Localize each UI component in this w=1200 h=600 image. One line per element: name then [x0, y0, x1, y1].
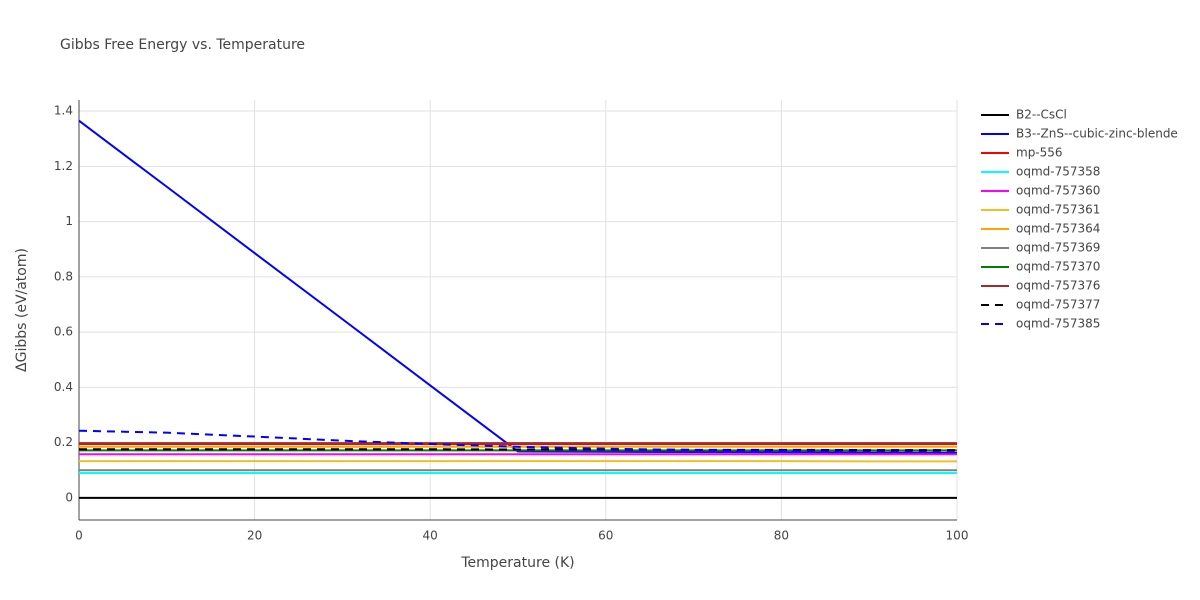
y-tick-label: 1.2 — [54, 159, 73, 173]
legend-label: oqmd-757385 — [1016, 317, 1100, 331]
x-tick-label: 20 — [247, 529, 262, 543]
legend-label: mp-556 — [1016, 146, 1063, 160]
y-tick-label: 0 — [65, 490, 73, 504]
y-tick-label: 0.6 — [54, 325, 73, 339]
x-tick-label: 40 — [423, 529, 438, 543]
legend-label: oqmd-757358 — [1016, 165, 1100, 179]
x-tick-label: 0 — [75, 529, 83, 543]
x-tick-label: 80 — [774, 529, 789, 543]
y-tick-label: 0.2 — [54, 435, 73, 449]
chart-title: Gibbs Free Energy vs. Temperature — [60, 37, 305, 53]
legend-label: oqmd-757369 — [1016, 241, 1100, 255]
legend-label: oqmd-757360 — [1016, 184, 1100, 198]
legend-label: oqmd-757364 — [1016, 222, 1100, 236]
legend-label: oqmd-757376 — [1016, 279, 1100, 293]
series-line — [79, 448, 957, 452]
x-tick-label: 60 — [598, 529, 613, 543]
legend-label: oqmd-757377 — [1016, 298, 1100, 312]
series-line — [78, 429, 958, 454]
x-axis-label: Temperature (K) — [460, 555, 574, 571]
legend-label: B2--CsCl — [1016, 108, 1067, 122]
legend-label: B3--ZnS--cubic-zinc-blende — [1016, 127, 1178, 141]
y-tick-label: 0.4 — [54, 380, 73, 394]
y-axis-label: ΔGibbs (eV/atom) — [14, 248, 30, 372]
legend-label: oqmd-757370 — [1016, 260, 1100, 274]
y-tick-label: 0.8 — [54, 269, 73, 283]
series-line — [78, 119, 958, 454]
x-tick-label: 100 — [946, 529, 969, 543]
y-tick-label: 1.4 — [54, 104, 73, 118]
legend-label: oqmd-757361 — [1016, 203, 1100, 217]
y-tick-label: 1 — [65, 214, 73, 228]
